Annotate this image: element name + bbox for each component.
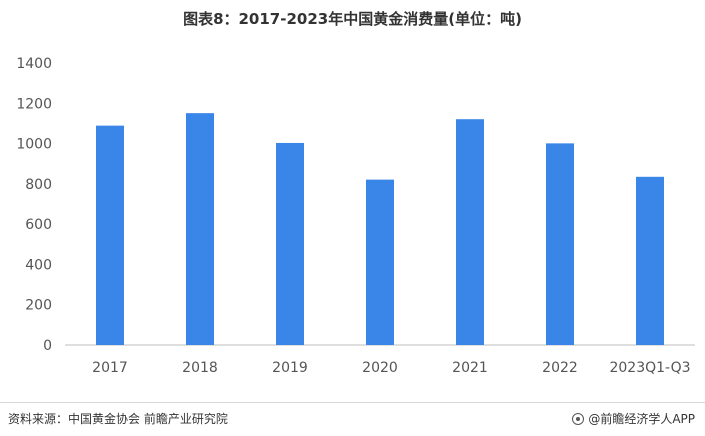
bar-2017 (96, 125, 124, 345)
x-tick-label: 2023Q1-Q3 (609, 360, 690, 376)
y-tick-label: 0 (43, 338, 52, 354)
y-tick-label: 1200 (16, 96, 52, 112)
y-tick-label: 200 (25, 298, 52, 314)
chart-title: 图表8：2017-2023年中国黄金消费量(单位：吨) (183, 10, 522, 28)
brand-credit: @前瞻经济学人APP (572, 410, 695, 427)
bar-chart: 0 200 400 600 800 1000 1200 1400 2017 2018 2019 202… (16, 56, 695, 376)
x-tick-label: 2017 (92, 360, 128, 376)
x-tick-label: 2022 (542, 360, 578, 376)
bar-2019 (276, 142, 304, 345)
y-tick-label: 600 (25, 217, 52, 233)
bar-2020 (366, 179, 394, 345)
y-tick-label: 400 (25, 257, 52, 273)
x-tick-label: 2020 (362, 360, 398, 376)
bar-2021 (456, 119, 484, 345)
x-tick-label: 2019 (272, 360, 308, 376)
y-tick-label: 800 (25, 177, 52, 193)
y-tick-label: 1400 (16, 56, 52, 72)
y-tick-label: 1000 (16, 137, 52, 153)
source-note: 资料来源：中国黄金协会 前瞻产业研究院 (8, 412, 228, 426)
bar-2018 (186, 113, 214, 345)
x-tick-label: 2018 (182, 360, 218, 376)
x-tick-label: 2021 (452, 360, 488, 376)
bar-2023Q1-Q3 (636, 176, 664, 345)
brand-logo-icon (572, 413, 585, 425)
brand-label: @前瞻经济学人APP (588, 412, 695, 426)
bar-2022 (546, 143, 574, 345)
footer: 资料来源：中国黄金协会 前瞻产业研究院 @前瞻经济学人APP (0, 402, 705, 433)
